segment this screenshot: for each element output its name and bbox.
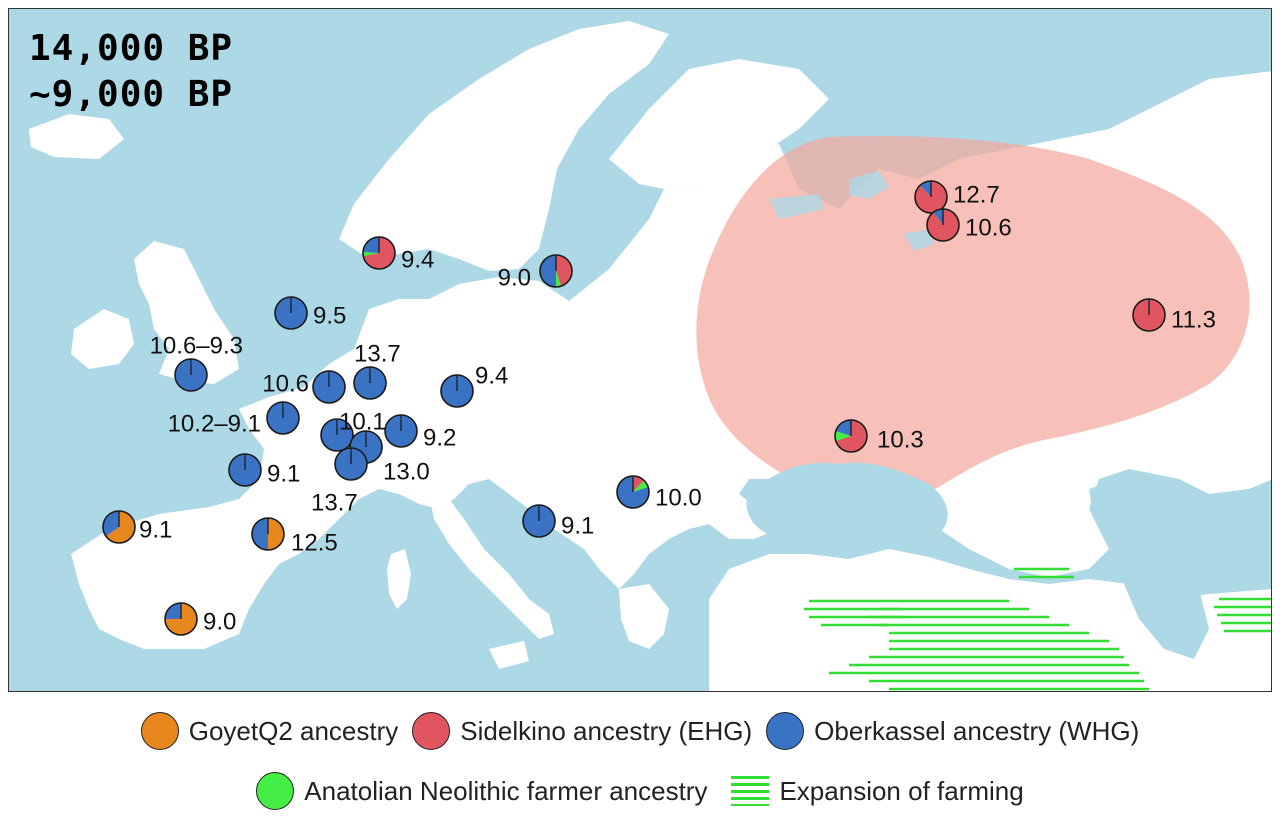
legend-label-oberkassel: Oberkassel ancestry (WHG) xyxy=(814,715,1140,746)
site-label: 12.7 xyxy=(953,181,1000,208)
title-line-1: 14,000 BP xyxy=(29,28,234,69)
site-label: 11.3 xyxy=(1171,306,1216,333)
site-pie: 11.3 xyxy=(1132,298,1216,333)
pie-slice-sidelkino xyxy=(556,255,573,287)
caspian-sea xyxy=(1089,479,1209,659)
pie-slice-oberkassel xyxy=(363,237,379,253)
italy xyxy=(429,494,554,639)
legend-item-oberkassel: Oberkassel ancestry (WHG) xyxy=(766,712,1139,750)
site-pie: 12.5 xyxy=(251,517,338,556)
pie-slice-goyet xyxy=(106,511,136,543)
legend-item-sidelkino: Sidelkino ancestry (EHG) xyxy=(412,712,752,750)
pie-slice-oberkassel xyxy=(252,518,268,550)
greece xyxy=(619,584,669,649)
sicily xyxy=(489,641,529,669)
farming-expansion-hatching xyxy=(804,567,1271,691)
site-pie: 9.0 xyxy=(498,254,573,291)
legend-item-goyet: GoyetQ2 ancestry xyxy=(140,712,399,750)
site-label: 9.1 xyxy=(267,460,300,487)
pie-slice-anatolian xyxy=(556,271,561,287)
site-pie: 12.7 xyxy=(914,180,1000,214)
site-pie: 9.4 xyxy=(440,362,508,408)
pie-slice-goyet xyxy=(268,518,284,550)
site-pie: 10.6 xyxy=(926,208,1012,242)
legend-item-anatolian: Anatolian Neolithic farmer ancestry xyxy=(256,772,707,810)
site-label: 9.4 xyxy=(475,362,508,389)
site-label: 10.6 xyxy=(965,214,1012,241)
britain xyxy=(134,241,239,384)
pie-slice-anatolian xyxy=(363,251,379,256)
pie-slice-oberkassel xyxy=(540,255,556,287)
legend-row-1: GoyetQ2 ancestry Sidelkino ancestry (EHG… xyxy=(0,712,1280,750)
site-label: 10.2–9.1 xyxy=(168,410,261,437)
black-sea xyxy=(746,462,948,547)
corsica-sardinia xyxy=(387,549,411,609)
pie-slice-oberkassel xyxy=(920,181,931,197)
goyet-swatch xyxy=(140,712,179,750)
site-pie: 9.1 xyxy=(228,453,300,487)
scandinavia xyxy=(339,21,669,271)
site-pie: 10.0 xyxy=(616,475,702,511)
site-label: 9.1 xyxy=(561,512,594,539)
europe-map: 9.4 9.0 12.7 10.6 11.3 10.3 9.5 10.6–9.3 10.6 13.… xyxy=(9,9,1271,691)
ireland xyxy=(71,309,134,369)
iceland xyxy=(29,114,124,159)
site-label: 9.2 xyxy=(423,424,456,451)
pie-slice-oberkassel xyxy=(165,603,181,619)
lake-onega xyxy=(904,229,934,251)
site-pie: 10.3 xyxy=(834,419,924,453)
sidelkino-swatch xyxy=(412,712,451,750)
site-pie: 9.2 xyxy=(384,414,456,451)
finland xyxy=(609,59,829,189)
site-pie: 9.5 xyxy=(274,296,346,330)
site-pie: 10.6 xyxy=(262,370,346,404)
pie-slice-sidelkino xyxy=(633,476,644,492)
site-pie: 10.6–9.3 xyxy=(150,332,243,392)
site-pie: 9.1 xyxy=(102,510,172,544)
sample-sites: 9.4 9.0 12.7 10.6 11.3 10.3 9.5 10.6–9.3 10.6 13.… xyxy=(102,180,1216,636)
anatolia xyxy=(709,549,1271,691)
legend-label-anatolian: Anatolian Neolithic farmer ancestry xyxy=(304,775,708,806)
pie-slice-oberkassel xyxy=(933,209,943,225)
site-label: 9.1 xyxy=(139,516,172,543)
site-label: 10.6–9.3 xyxy=(150,332,243,359)
site-pie: 9.4 xyxy=(362,236,434,273)
site-label: 10.6 xyxy=(262,370,309,397)
site-label: 9.0 xyxy=(498,264,531,291)
site-label: 13.7 xyxy=(311,489,358,516)
legend-label-sidelkino: Sidelkino ancestry (EHG) xyxy=(460,715,753,746)
site-label: 12.5 xyxy=(291,529,338,556)
legend-row-2: Anatolian Neolithic farmer ancestry Expa… xyxy=(0,772,1280,810)
legend-label-goyet: GoyetQ2 ancestry xyxy=(188,715,399,746)
site-pie: 9.0 xyxy=(164,602,236,636)
lake-ladoga xyxy=(849,171,889,199)
ehg-region xyxy=(696,136,1250,506)
site-label: 10.3 xyxy=(877,426,924,453)
site-pie: 13.7 xyxy=(311,447,368,516)
site-pie: 10.2–9.1 xyxy=(168,401,300,437)
map: 9.4 9.0 12.7 10.6 11.3 10.3 9.5 10.6–9.3 10.6 13.… xyxy=(8,8,1272,692)
pie-slice-oberkassel xyxy=(835,420,851,436)
gulf-of-finland xyxy=(769,194,824,219)
site-label: 9.0 xyxy=(203,608,236,635)
site-pie: 13.7 xyxy=(353,340,401,400)
title-line-2: ~9,000 BP xyxy=(29,74,234,115)
site-label: 9.5 xyxy=(313,302,346,329)
site-label: 10.0 xyxy=(655,484,702,511)
anatolian-swatch xyxy=(256,772,295,810)
oberkassel-swatch xyxy=(766,712,805,750)
legend-item-farming: Expansion of farming xyxy=(731,775,1024,807)
legend-label-farming: Expansion of farming xyxy=(779,775,1024,806)
site-label: 9.4 xyxy=(401,246,434,273)
site-pie: 9.1 xyxy=(522,504,594,539)
farming-hatch-swatch xyxy=(731,776,770,806)
pie-slice-anatolian xyxy=(633,480,649,492)
pie-slice-anatolian xyxy=(835,431,851,441)
site-label: 13.0 xyxy=(383,458,430,485)
site-label: 13.7 xyxy=(354,340,401,367)
